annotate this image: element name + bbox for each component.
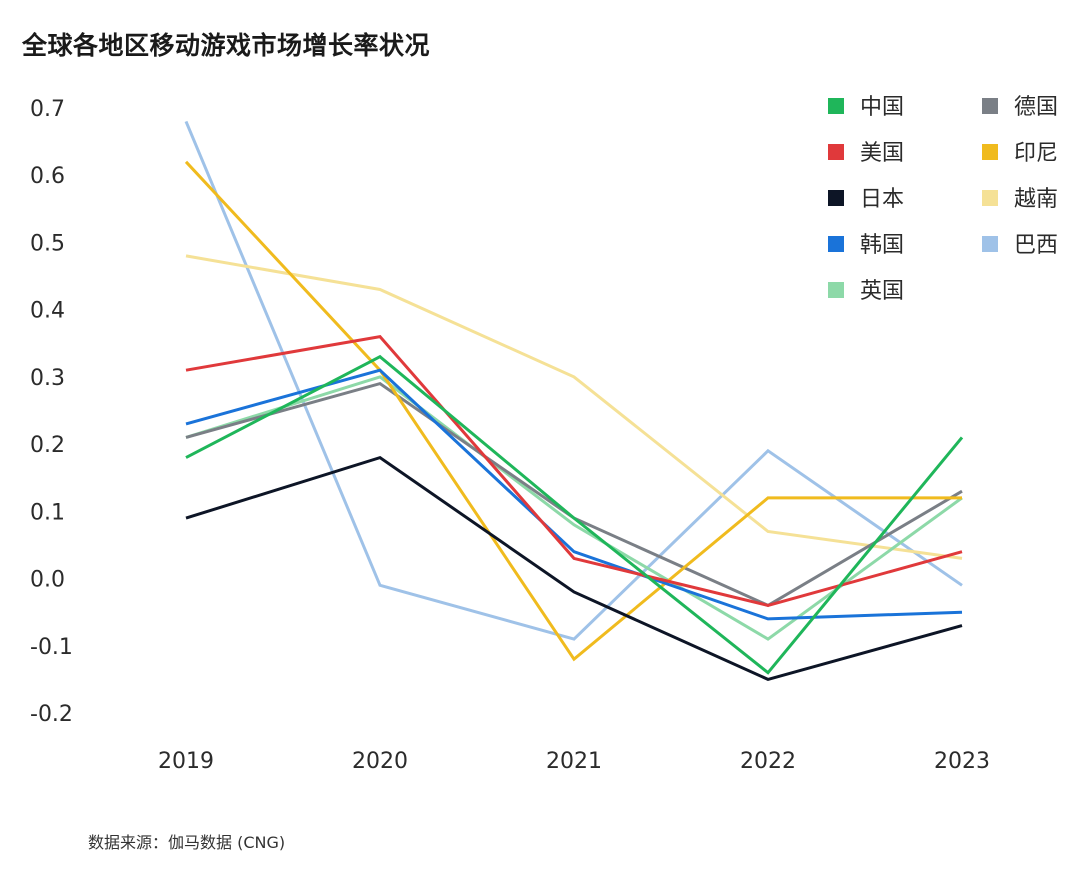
legend-item: 印尼 xyxy=(982,141,1058,166)
y-tick-label: 0.7 xyxy=(30,97,65,122)
x-tick-label: 2019 xyxy=(158,749,214,774)
legend-swatch xyxy=(828,144,844,160)
legend-item: 美国 xyxy=(828,141,904,166)
y-tick-label: 0.0 xyxy=(30,568,65,593)
series-line-中国 xyxy=(185,354,964,675)
data-source-note: 数据来源：伽马数据 (CNG) xyxy=(88,833,286,852)
y-tick-label: 0.1 xyxy=(30,500,65,525)
y-tick-label: 0.6 xyxy=(30,164,65,189)
legend-item: 巴西 xyxy=(982,233,1058,258)
legend-label: 英国 xyxy=(860,279,904,304)
legend-swatch xyxy=(982,98,998,114)
legend-label: 巴西 xyxy=(1014,233,1058,258)
legend-label: 印尼 xyxy=(1014,141,1058,166)
series-line-德国 xyxy=(185,381,963,608)
series-line-越南 xyxy=(185,254,963,560)
plot-lines xyxy=(184,120,964,681)
legend-swatch xyxy=(828,236,844,252)
legend-swatch xyxy=(982,236,998,252)
x-tick-label: 2023 xyxy=(934,749,990,774)
x-tick-label: 2021 xyxy=(546,749,602,774)
y-tick-label: 0.4 xyxy=(30,299,65,324)
series-line-印尼 xyxy=(184,160,962,662)
legend-item: 中国 xyxy=(828,95,904,120)
x-tick-label: 2020 xyxy=(352,749,408,774)
legend-label: 德国 xyxy=(1014,95,1058,120)
legend-swatch xyxy=(982,144,998,160)
y-tick-label: -0.2 xyxy=(30,702,73,727)
legend-swatch xyxy=(828,190,844,206)
x-axis: 2019 2020 2021 2022 2023 xyxy=(158,749,990,774)
legend-item: 德国 xyxy=(982,95,1058,120)
legend-item: 英国 xyxy=(828,279,904,304)
legend-label: 日本 xyxy=(860,187,904,212)
legend-item: 日本 xyxy=(828,187,904,212)
chart-title: 全球各地区移动游戏市场增长率状况 xyxy=(22,31,431,60)
y-tick-label: 0.5 xyxy=(30,231,65,256)
series-line-美国 xyxy=(185,334,963,607)
series-line-英国 xyxy=(185,375,963,641)
legend-label: 韩国 xyxy=(860,233,904,258)
legend-item: 越南 xyxy=(982,187,1058,212)
y-tick-label: 0.2 xyxy=(30,433,65,458)
y-axis: 0.7 0.6 0.5 0.4 0.3 0.2 0.1 0.0 -0.1 -0.2 xyxy=(30,97,73,727)
legend-swatch xyxy=(828,282,844,298)
legend-swatch xyxy=(828,98,844,114)
x-tick-label: 2022 xyxy=(740,749,796,774)
legend-swatch xyxy=(982,190,998,206)
legend-item: 韩国 xyxy=(828,233,904,258)
y-tick-label: 0.3 xyxy=(30,366,65,391)
legend-label: 美国 xyxy=(860,141,904,166)
legend-label: 越南 xyxy=(1014,187,1058,212)
series-line-韩国 xyxy=(185,368,963,621)
series-line-巴西 xyxy=(184,120,963,641)
legend-label: 中国 xyxy=(860,95,904,120)
y-tick-label: -0.1 xyxy=(30,635,73,660)
series-line-日本 xyxy=(185,455,963,681)
